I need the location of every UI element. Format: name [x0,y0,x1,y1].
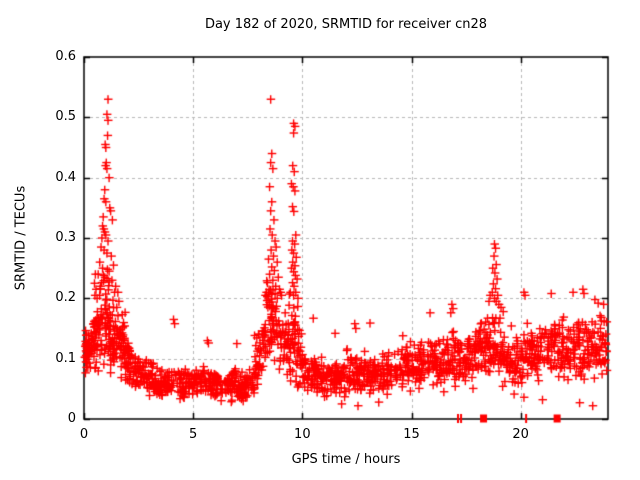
y-tick-label: 0.2 [55,290,76,306]
x-tick-label: 15 [403,427,420,442]
x-tick-label: 20 [512,427,529,442]
chart-title: Day 182 of 2020, SRMTID for receiver cn2… [204,17,488,32]
y-tick-label: 0.6 [55,49,76,64]
y-tick-label: 0 [67,411,76,426]
y-tick-label: 0.1 [55,350,76,366]
y-tick-label: 0.3 [55,230,76,245]
x-tick-label: 0 [79,427,89,442]
y-tick-label: 0.5 [55,109,76,125]
x-tick-label: 5 [189,427,198,442]
x-axis-label: GPS time / hours [291,452,401,467]
x-tick-label: 10 [294,427,311,442]
y-tick-label: 0.4 [55,169,76,185]
